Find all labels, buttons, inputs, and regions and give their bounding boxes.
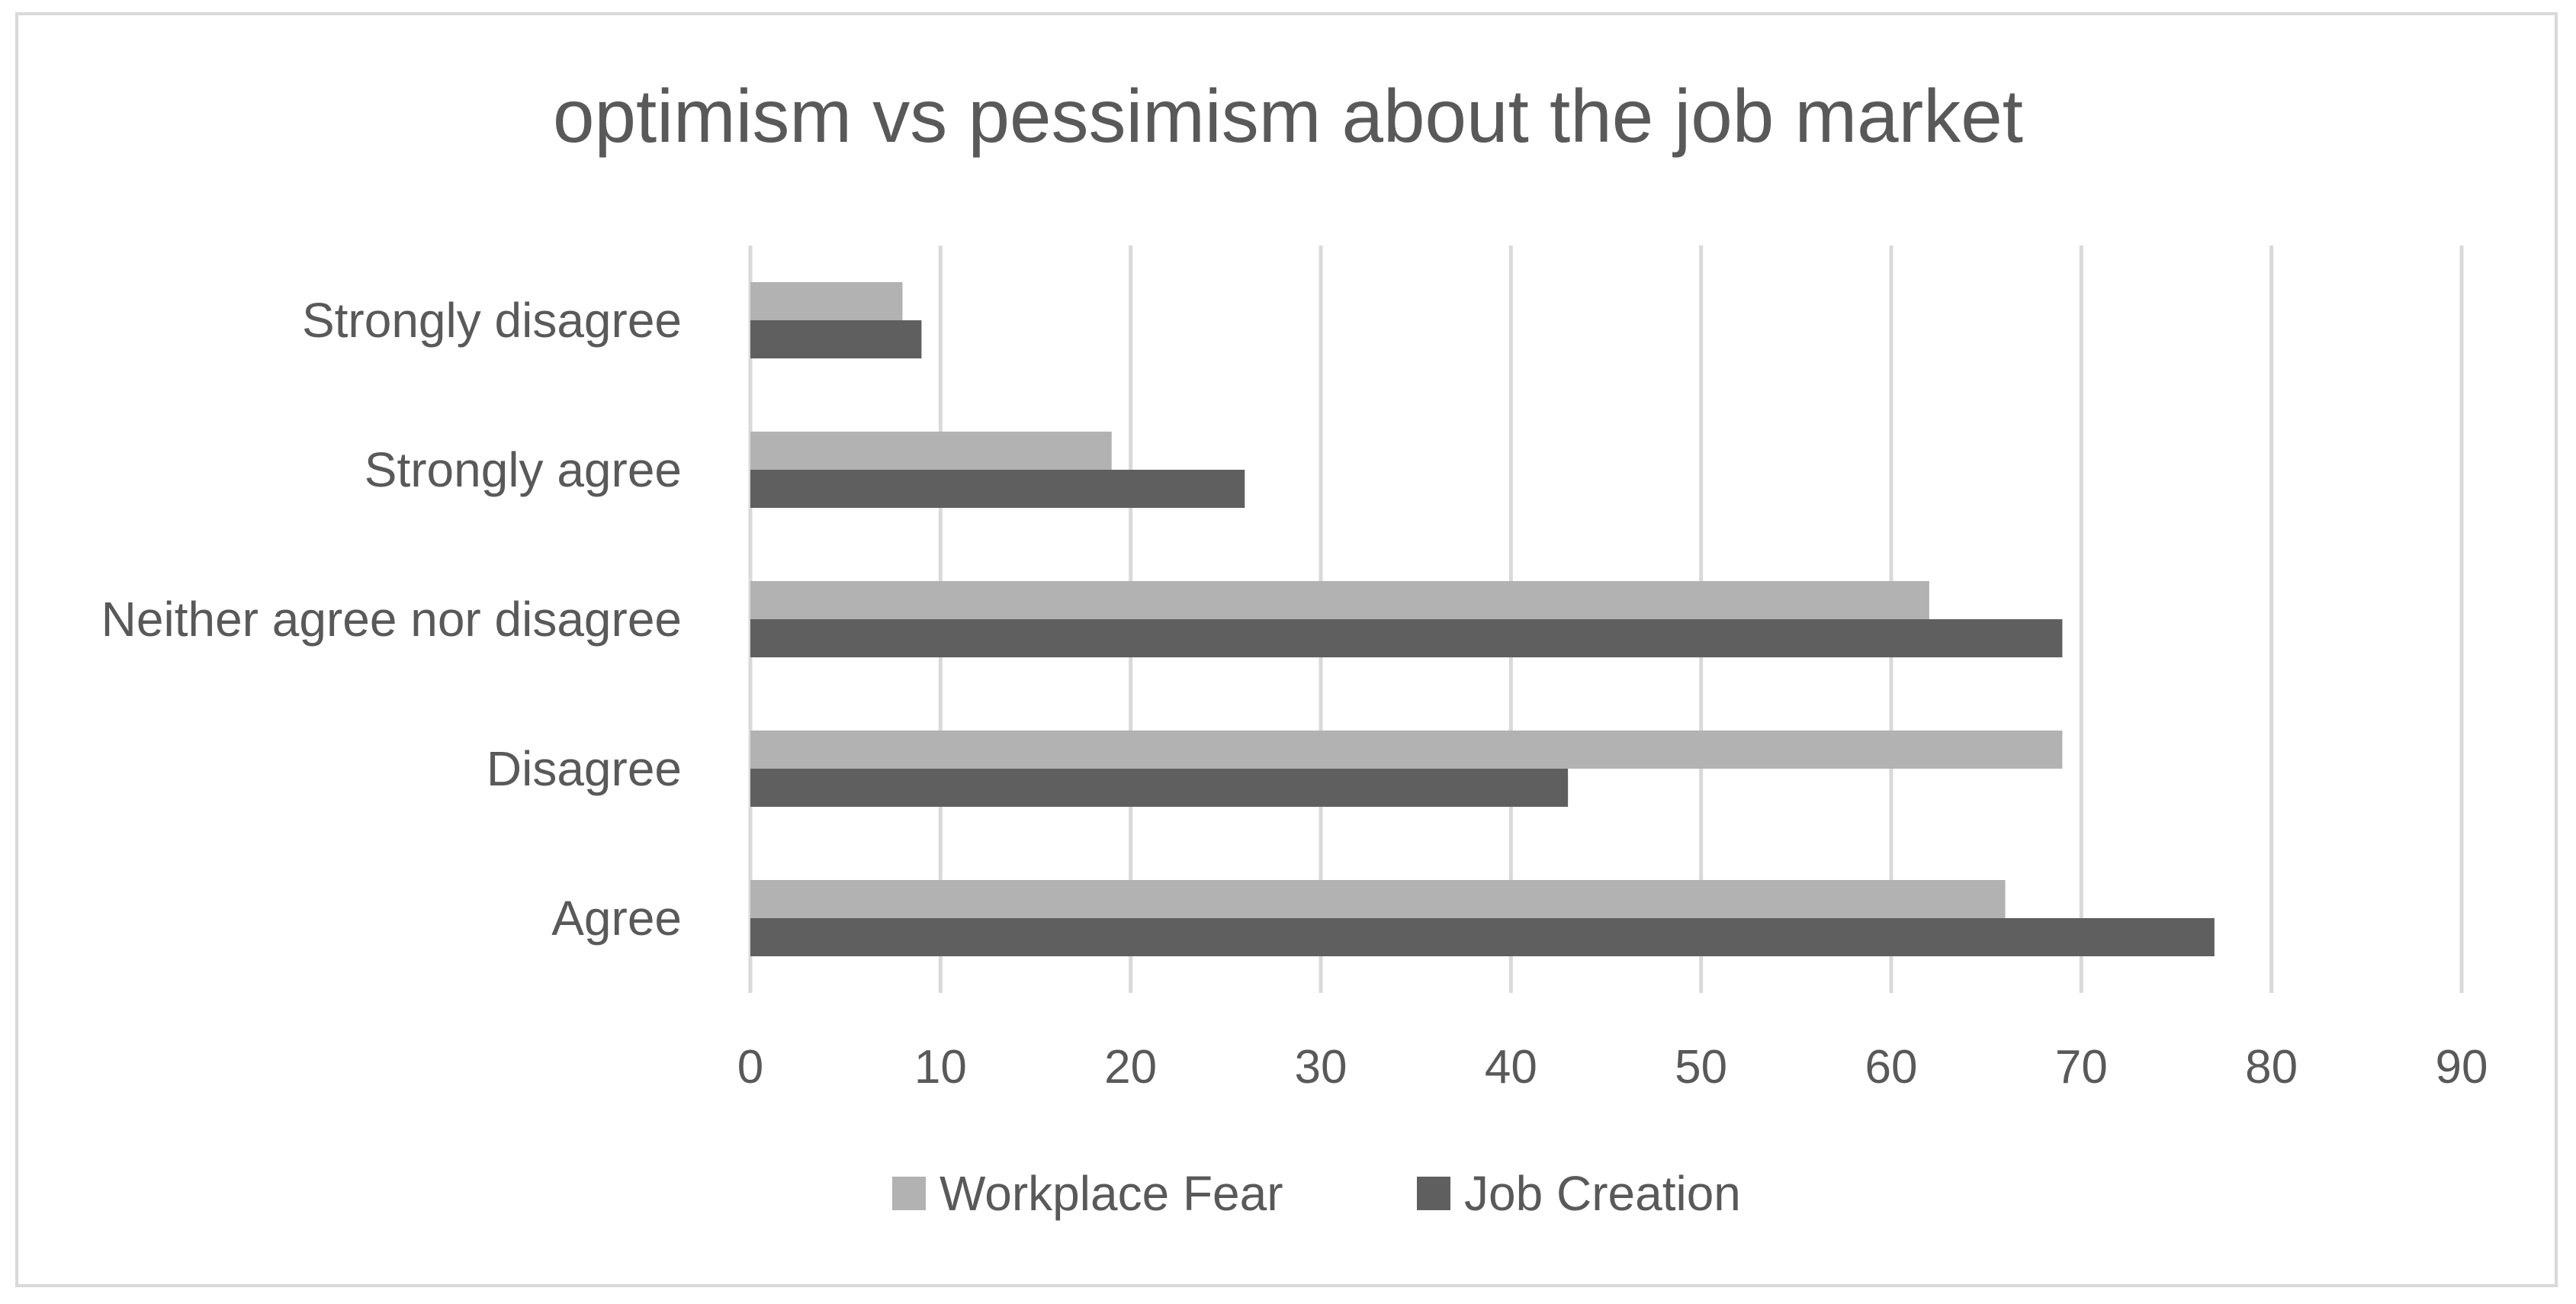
category-label: Disagree — [487, 741, 682, 796]
legend: Workplace Fear Job Creation — [892, 1166, 1741, 1221]
bar — [750, 880, 2006, 918]
legend-swatch — [892, 1177, 926, 1210]
x-tick-label: 90 — [2436, 1041, 2488, 1094]
x-tick-label: 10 — [914, 1041, 967, 1094]
x-tick-label: 30 — [1295, 1041, 1347, 1094]
bar — [750, 731, 2063, 769]
gridlines — [748, 246, 2464, 993]
x-tick-label: 20 — [1104, 1041, 1157, 1094]
category-label: Neither agree nor disagree — [101, 592, 682, 647]
bar — [750, 470, 1245, 508]
x-tick-label: 80 — [2245, 1041, 2298, 1094]
category-label: Agree — [551, 891, 682, 946]
category-label: Strongly disagree — [302, 293, 682, 348]
x-tick-label: 60 — [1865, 1041, 1918, 1094]
bars — [750, 282, 2215, 956]
x-tick-label: 0 — [737, 1041, 763, 1094]
category-labels: Agree Disagree Neither agree nor disagree S… — [101, 293, 682, 946]
bar — [750, 432, 1112, 470]
legend-label: Job Creation — [1464, 1166, 1741, 1221]
bar — [750, 282, 903, 320]
legend-label: Workplace Fear — [940, 1166, 1283, 1221]
bar — [750, 769, 1569, 807]
bar — [750, 619, 2063, 657]
bar — [750, 581, 1929, 619]
bar — [750, 918, 2215, 956]
x-axis-ticks: 0 10 20 30 40 50 60 70 80 90 — [737, 1041, 2488, 1094]
x-tick-label: 70 — [2055, 1041, 2108, 1094]
bar — [750, 320, 922, 358]
chart-title: optimism vs pessimism about the job mark… — [553, 74, 2023, 158]
category-label: Strongly agree — [365, 442, 682, 497]
x-tick-label: 50 — [1675, 1041, 1727, 1094]
legend-swatch — [1417, 1177, 1450, 1210]
x-tick-label: 40 — [1485, 1041, 1537, 1094]
